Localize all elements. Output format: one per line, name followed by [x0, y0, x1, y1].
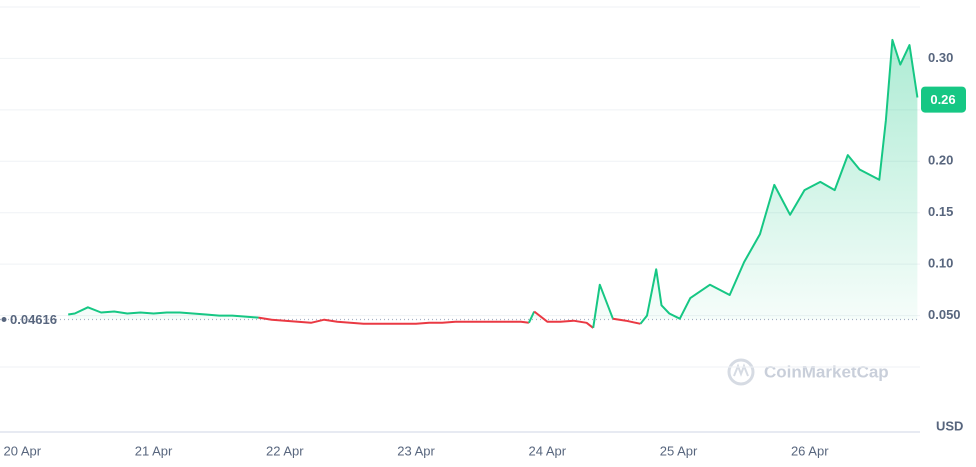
y-tick-label: 0.20: [928, 153, 953, 168]
x-tick-label: 23 Apr: [397, 443, 435, 458]
x-tick-label: 20 Apr: [4, 443, 42, 458]
price-line: [258, 316, 530, 325]
price-line: [639, 38, 919, 325]
y-tick-label: 0.10: [928, 256, 953, 271]
baseline-dot: [1, 317, 7, 323]
price-line: [612, 317, 641, 325]
last-price-badge: [921, 86, 966, 113]
watermark: CoinMarketCap: [764, 362, 889, 381]
price-line: [592, 283, 614, 329]
watermark-logo: [727, 358, 755, 386]
price-area: [68, 39, 918, 320]
price-line: [533, 310, 594, 329]
x-tick-label: 21 Apr: [135, 443, 173, 458]
price-line: [527, 311, 536, 324]
x-tick-label: 25 Apr: [660, 443, 698, 458]
price-line: [68, 306, 259, 319]
y-unit: USD: [936, 418, 963, 433]
x-tick-label: 24 Apr: [528, 443, 566, 458]
x-tick-label: 22 Apr: [266, 443, 304, 458]
last-price-label: 0.26: [930, 92, 955, 107]
baseline-label: 0.04616: [10, 312, 57, 327]
y-tick-label: 0.30: [928, 50, 953, 65]
y-tick-label: 0.050: [928, 307, 961, 322]
y-tick-label: 0.15: [928, 204, 953, 219]
x-tick-label: 26 Apr: [791, 443, 829, 458]
